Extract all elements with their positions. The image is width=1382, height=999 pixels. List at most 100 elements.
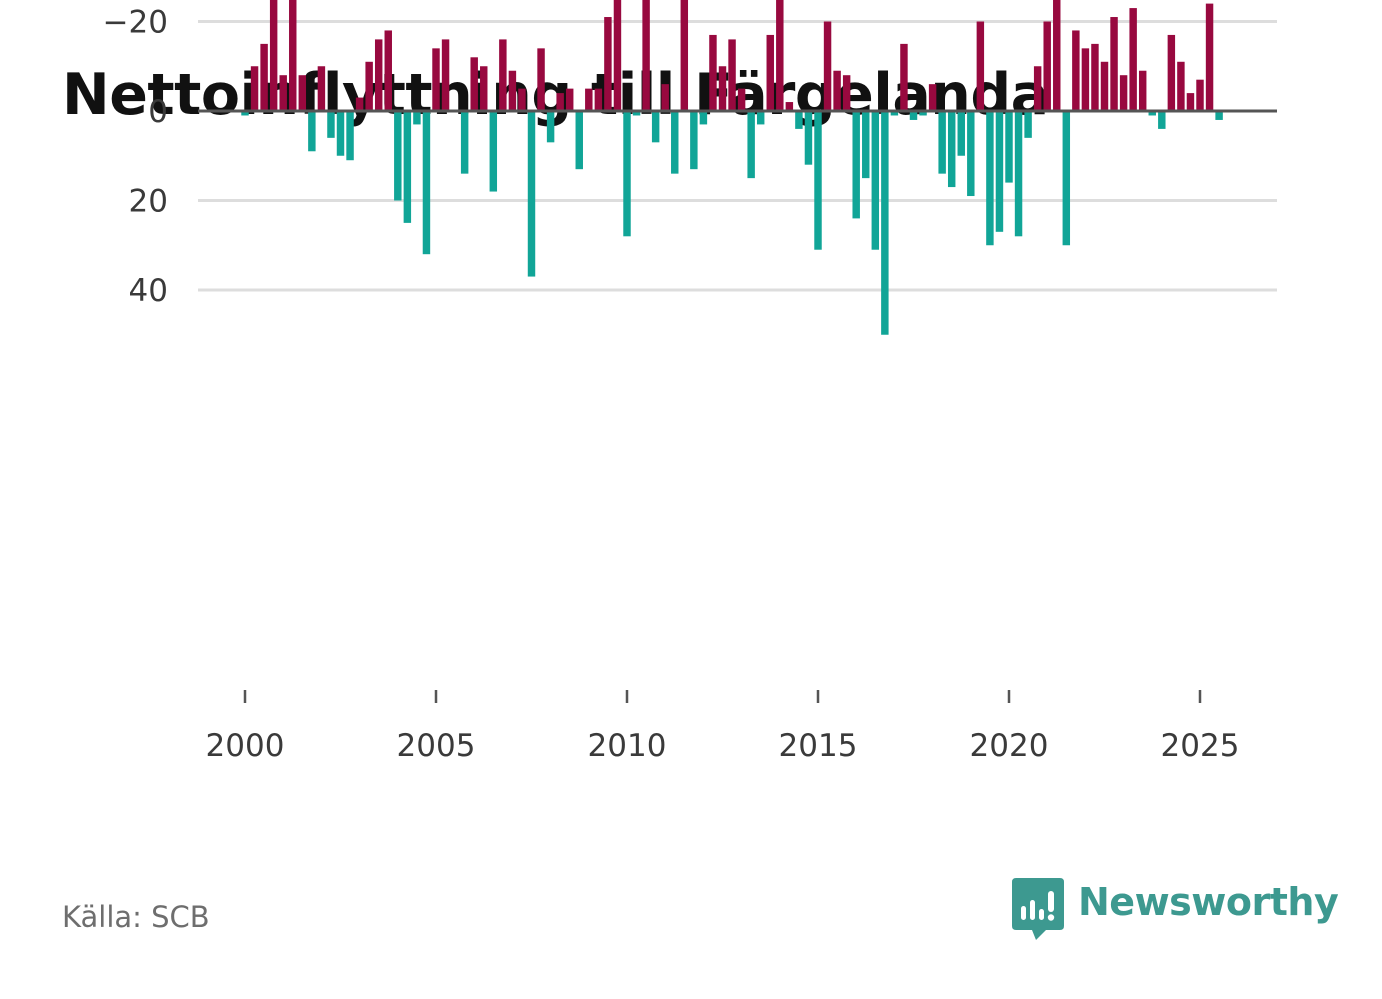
bar — [241, 111, 249, 116]
bar — [737, 88, 746, 111]
bar — [718, 66, 727, 111]
bar — [804, 111, 813, 165]
bar — [957, 111, 965, 156]
bar — [680, 0, 689, 111]
bar — [623, 111, 631, 237]
bar — [862, 111, 870, 179]
source-label: Källa: SCB — [62, 900, 210, 934]
bar — [432, 48, 440, 111]
bar — [289, 0, 297, 111]
bar — [728, 39, 736, 111]
bar — [613, 0, 622, 111]
bar — [699, 111, 708, 125]
bar — [508, 70, 517, 111]
bar — [1138, 70, 1147, 111]
bar — [1072, 30, 1080, 112]
bar — [823, 21, 832, 111]
bar — [489, 111, 498, 192]
bar — [900, 43, 908, 111]
bar — [1186, 93, 1195, 111]
bar — [1100, 61, 1109, 111]
bar — [403, 111, 412, 223]
bar — [269, 0, 278, 111]
grid-lines — [198, 20, 1277, 292]
x-tick-label: 2000 — [206, 728, 285, 764]
bar — [785, 102, 794, 111]
bar — [460, 111, 469, 174]
bar — [976, 21, 985, 111]
bar — [1177, 61, 1185, 111]
bars — [241, 0, 1223, 335]
y-tick-label: 0 — [148, 94, 168, 130]
bar — [909, 111, 918, 120]
bar — [279, 75, 287, 111]
bar — [986, 111, 994, 246]
bar — [308, 111, 316, 152]
x-tick-label: 2025 — [1161, 728, 1240, 764]
bar — [422, 111, 431, 255]
x-tick-label: 2020 — [970, 728, 1049, 764]
bar — [298, 75, 307, 111]
bar — [709, 34, 717, 111]
bar — [384, 30, 392, 112]
bar — [413, 111, 421, 125]
bar — [1110, 17, 1118, 112]
bar — [480, 66, 488, 111]
bar — [1014, 111, 1023, 237]
bar — [1043, 21, 1051, 111]
bar — [1119, 75, 1128, 111]
bar — [546, 111, 555, 143]
bar — [795, 111, 803, 129]
bar — [928, 84, 937, 111]
bar — [881, 111, 889, 335]
y-tick-label: 20 — [129, 184, 168, 220]
bar — [671, 111, 679, 174]
bar — [565, 88, 574, 111]
bar — [766, 34, 774, 111]
bar — [1196, 79, 1204, 111]
brand-logo: Newsworthy — [1012, 878, 1339, 942]
x-tick-label: 2010 — [588, 728, 667, 764]
bar — [518, 88, 526, 111]
bar — [1081, 48, 1090, 111]
y-tick-label: −20 — [103, 5, 168, 41]
x-tick-label: 2005 — [397, 728, 476, 764]
bar — [537, 48, 545, 111]
newsworthy-logo-icon — [1012, 878, 1064, 940]
bar — [1148, 111, 1156, 116]
bar — [250, 66, 259, 111]
bar — [995, 111, 1004, 232]
bar — [890, 111, 899, 116]
bar — [842, 75, 851, 111]
bar — [575, 111, 583, 170]
bar — [814, 111, 822, 250]
bar — [747, 111, 755, 179]
bar — [651, 111, 660, 143]
bar — [355, 97, 364, 111]
bar — [327, 111, 335, 138]
bar — [690, 111, 698, 170]
bar — [394, 111, 402, 201]
bar — [833, 70, 841, 111]
bar — [1091, 43, 1099, 111]
bar — [527, 111, 536, 277]
bar — [260, 43, 268, 111]
bar — [1062, 111, 1071, 246]
bar — [852, 111, 860, 219]
bar — [1053, 0, 1061, 112]
bar — [776, 0, 784, 111]
bar — [585, 88, 593, 111]
y-tick-label: 40 — [129, 273, 168, 309]
brand-name: Newsworthy — [1078, 880, 1339, 924]
bar — [604, 17, 612, 112]
bar — [1024, 111, 1032, 138]
bar — [1205, 3, 1214, 112]
bar — [632, 111, 641, 116]
bar — [1215, 111, 1223, 120]
x-tick-label: 2015 — [779, 728, 858, 764]
bar — [499, 39, 507, 111]
bar — [317, 66, 326, 111]
bar — [919, 111, 927, 116]
